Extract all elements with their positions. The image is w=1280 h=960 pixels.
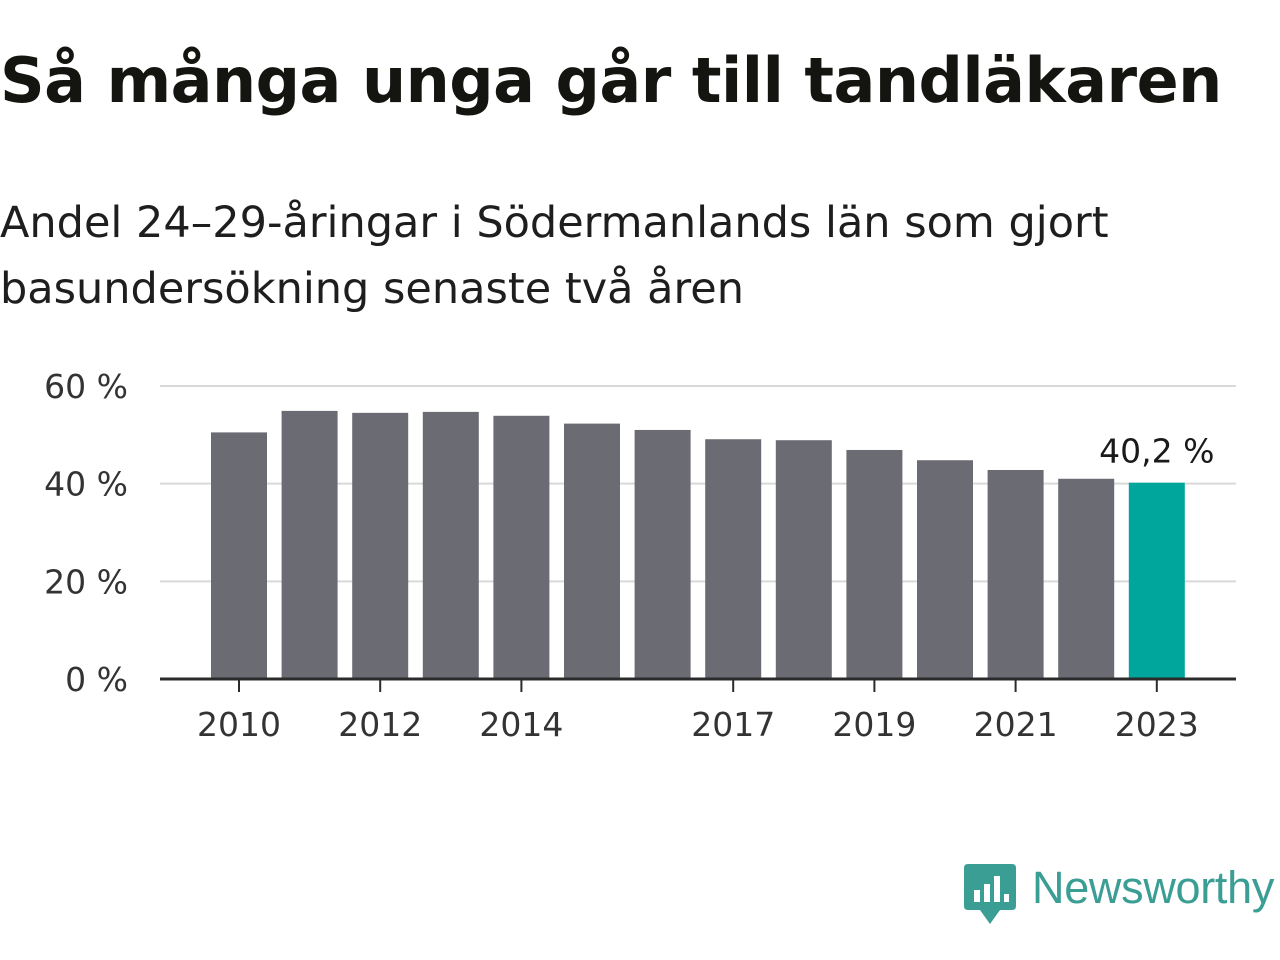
chart-subtitle: Andel 24–29-åringar i Södermanlands län … — [0, 198, 1109, 314]
bar-2018 — [775, 440, 832, 679]
bars — [211, 410, 1185, 679]
bar-2020 — [917, 460, 973, 679]
newsworthy-logo: Newsworthy — [964, 864, 1274, 926]
bar-2016 — [634, 429, 691, 679]
x-tick-label: 2019 — [832, 705, 916, 744]
gridlines — [160, 385, 1236, 583]
x-tick-label: 2021 — [974, 705, 1058, 744]
x-axis-tick-labels: 2010 2012 2014 2017 2019 2021 2023 — [197, 705, 1199, 744]
brand-name: Newsworthy — [1032, 862, 1275, 913]
data-label-2023: 40,2 % — [1099, 432, 1214, 471]
bar-2012 — [352, 412, 409, 679]
x-tick-label: 2014 — [479, 705, 563, 744]
bar-2015 — [564, 423, 620, 679]
newsworthy-logo-icon — [964, 864, 1016, 924]
x-tick-label: 2017 — [691, 705, 775, 744]
x-tick-label: 2010 — [197, 705, 281, 744]
y-tick-label: 0 % — [65, 660, 128, 699]
y-axis-tick-labels: 0 % 20 % 40 % 60 % — [44, 367, 128, 699]
bar-2011 — [281, 410, 338, 679]
chart-title: Så många unga går till tandläkaren — [0, 44, 1222, 117]
bar-2013 — [422, 411, 479, 679]
y-tick-label: 60 % — [44, 367, 128, 406]
y-tick-label: 40 % — [44, 465, 128, 504]
bar-2022 — [1058, 478, 1115, 679]
bar-chart: 0 % 20 % 40 % 60 % 2010 2012 2014 2017 2019 2021… — [44, 367, 1236, 744]
x-tick-label: 2023 — [1115, 705, 1199, 744]
x-tick-label: 2012 — [338, 705, 422, 744]
y-tick-label: 20 % — [44, 562, 128, 601]
x-axis — [160, 677, 1236, 692]
bar-2010 — [211, 432, 267, 679]
data-labels: 40,2 % — [1099, 432, 1214, 471]
bar-2017 — [705, 439, 762, 679]
bar-2023 — [1128, 482, 1185, 679]
bar-2021 — [987, 469, 1044, 679]
bar-2019 — [846, 449, 903, 679]
bar-2014 — [493, 415, 550, 679]
